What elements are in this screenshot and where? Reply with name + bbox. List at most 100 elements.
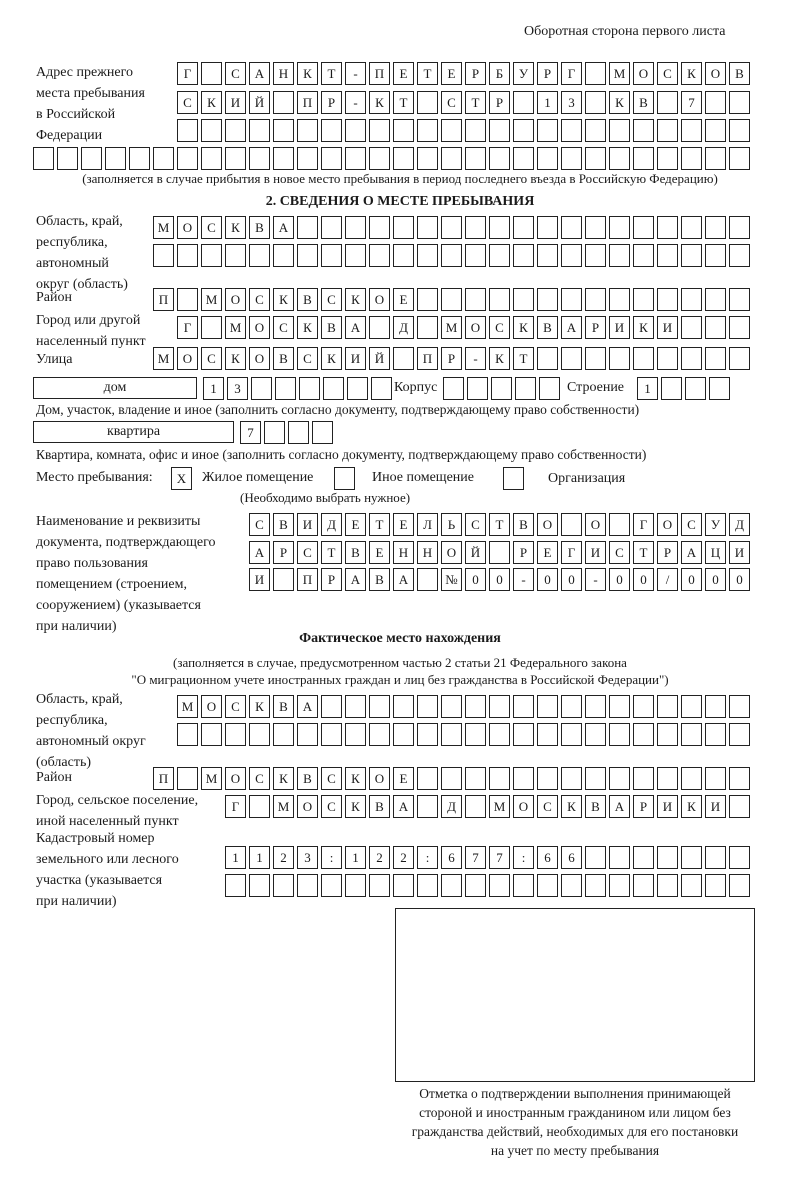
char-cell[interactable] <box>537 347 558 370</box>
organization-checkbox[interactable] <box>503 467 524 490</box>
char-cell[interactable] <box>489 216 510 239</box>
char-cell[interactable]: С <box>225 62 246 85</box>
char-cell[interactable] <box>297 216 318 239</box>
char-cell[interactable]: 1 <box>225 846 246 869</box>
char-cell[interactable] <box>393 695 414 718</box>
char-cell[interactable]: О <box>465 316 486 339</box>
char-cell[interactable]: В <box>729 62 750 85</box>
char-cell[interactable] <box>561 695 582 718</box>
char-cell[interactable]: Р <box>585 316 606 339</box>
char-cell[interactable] <box>417 91 438 114</box>
char-cell[interactable]: И <box>225 91 246 114</box>
char-cell[interactable]: : <box>321 846 342 869</box>
char-cell[interactable] <box>585 244 606 267</box>
char-cell[interactable] <box>371 377 392 400</box>
char-cell[interactable] <box>609 119 630 142</box>
char-cell[interactable] <box>249 795 270 818</box>
char-cell[interactable]: Л <box>417 513 438 536</box>
char-cell[interactable]: С <box>297 541 318 564</box>
char-cell[interactable]: М <box>153 216 174 239</box>
char-cell[interactable]: К <box>609 91 630 114</box>
char-cell[interactable]: К <box>513 316 534 339</box>
char-cell[interactable] <box>657 216 678 239</box>
char-cell[interactable]: А <box>249 62 270 85</box>
char-cell[interactable] <box>657 874 678 897</box>
char-cell[interactable]: У <box>513 62 534 85</box>
char-cell[interactable]: О <box>201 695 222 718</box>
char-cell[interactable]: А <box>273 216 294 239</box>
char-cell[interactable] <box>225 874 246 897</box>
char-cell[interactable]: Д <box>441 795 462 818</box>
char-cell[interactable] <box>465 147 486 170</box>
char-cell[interactable]: К <box>249 695 270 718</box>
char-cell[interactable] <box>201 147 222 170</box>
char-cell[interactable] <box>321 216 342 239</box>
char-cell[interactable]: 7 <box>465 846 486 869</box>
char-cell[interactable] <box>633 244 654 267</box>
char-cell[interactable] <box>729 147 750 170</box>
char-cell[interactable] <box>657 723 678 746</box>
char-cell[interactable] <box>465 695 486 718</box>
char-cell[interactable] <box>369 147 390 170</box>
char-cell[interactable]: С <box>177 91 198 114</box>
char-cell[interactable]: В <box>369 795 390 818</box>
char-cell[interactable]: Е <box>345 513 366 536</box>
char-cell[interactable] <box>275 377 296 400</box>
char-cell[interactable]: В <box>345 541 366 564</box>
char-cell[interactable]: К <box>345 288 366 311</box>
char-cell[interactable]: 1 <box>537 91 558 114</box>
char-cell[interactable] <box>225 119 246 142</box>
char-cell[interactable]: Р <box>441 347 462 370</box>
char-cell[interactable]: О <box>177 347 198 370</box>
char-cell[interactable]: И <box>657 795 678 818</box>
char-cell[interactable] <box>537 119 558 142</box>
char-cell[interactable]: С <box>249 513 270 536</box>
char-cell[interactable] <box>681 119 702 142</box>
char-cell[interactable] <box>441 119 462 142</box>
char-cell[interactable] <box>705 767 726 790</box>
char-cell[interactable] <box>465 874 486 897</box>
char-cell[interactable] <box>417 119 438 142</box>
char-cell[interactable]: Г <box>561 541 582 564</box>
char-cell[interactable] <box>321 723 342 746</box>
char-cell[interactable] <box>609 216 630 239</box>
char-cell[interactable]: Р <box>633 795 654 818</box>
char-cell[interactable] <box>633 347 654 370</box>
char-cell[interactable] <box>201 119 222 142</box>
char-cell[interactable]: Г <box>561 62 582 85</box>
char-cell[interactable] <box>585 216 606 239</box>
char-cell[interactable] <box>681 316 702 339</box>
char-cell[interactable]: 3 <box>297 846 318 869</box>
char-cell[interactable]: А <box>681 541 702 564</box>
char-cell[interactable] <box>537 695 558 718</box>
char-cell[interactable]: К <box>345 767 366 790</box>
char-cell[interactable] <box>537 723 558 746</box>
char-cell[interactable] <box>729 216 750 239</box>
char-cell[interactable]: С <box>489 316 510 339</box>
char-cell[interactable]: Г <box>177 62 198 85</box>
char-cell[interactable]: 1 <box>637 377 658 400</box>
char-cell[interactable]: Е <box>393 288 414 311</box>
char-cell[interactable] <box>585 288 606 311</box>
char-cell[interactable] <box>465 723 486 746</box>
char-cell[interactable] <box>657 244 678 267</box>
char-cell[interactable] <box>417 244 438 267</box>
char-cell[interactable]: Р <box>537 62 558 85</box>
char-cell[interactable] <box>681 767 702 790</box>
char-cell[interactable] <box>369 119 390 142</box>
char-cell[interactable] <box>273 91 294 114</box>
char-cell[interactable] <box>249 874 270 897</box>
char-cell[interactable] <box>369 316 390 339</box>
char-cell[interactable] <box>585 723 606 746</box>
char-cell[interactable] <box>153 147 174 170</box>
char-cell[interactable]: М <box>273 795 294 818</box>
char-cell[interactable] <box>465 119 486 142</box>
char-cell[interactable] <box>681 874 702 897</box>
char-cell[interactable]: С <box>657 62 678 85</box>
char-cell[interactable]: В <box>537 316 558 339</box>
char-cell[interactable]: Е <box>393 62 414 85</box>
char-cell[interactable] <box>369 244 390 267</box>
char-cell[interactable] <box>467 377 488 400</box>
char-cell[interactable]: 0 <box>537 568 558 591</box>
char-cell[interactable]: С <box>465 513 486 536</box>
